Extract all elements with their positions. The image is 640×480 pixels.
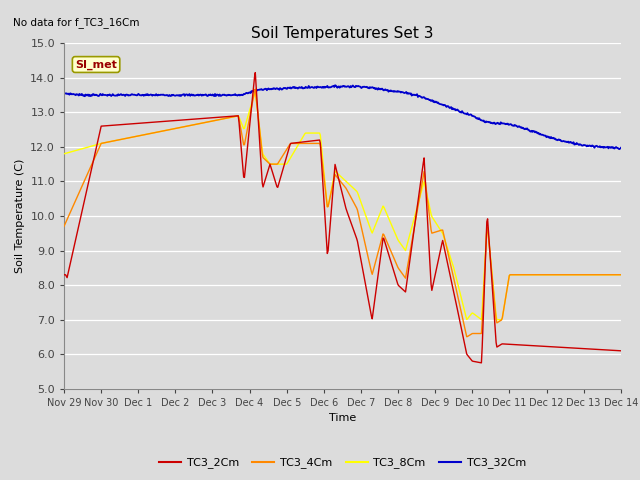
TC3_32Cm (332, 83, 339, 88)
Line: TC3_8Cm: TC3_8Cm (64, 93, 621, 320)
Text: SI_met: SI_met (75, 60, 117, 70)
TC3_4Cm (463, 334, 470, 339)
TC3_8Cm (70, 148, 78, 154)
TC3_32Cm (127, 92, 135, 97)
TC3_2Cm (617, 348, 625, 354)
Y-axis label: Soil Temperature (C): Soil Temperature (C) (15, 159, 25, 273)
TC3_8Cm (252, 90, 259, 96)
TC3_4Cm (617, 272, 625, 277)
TC3_32Cm (184, 93, 192, 98)
TC3_4Cm (60, 224, 68, 229)
Title: Soil Temperatures Set 3: Soil Temperatures Set 3 (251, 25, 434, 41)
Line: TC3_32Cm: TC3_32Cm (64, 85, 621, 149)
TC3_2Cm (252, 70, 259, 75)
TC3_8Cm (493, 317, 500, 323)
TC3_2Cm (70, 244, 78, 250)
TC3_8Cm (411, 213, 419, 219)
TC3_2Cm (60, 272, 68, 277)
TC3_32Cm (60, 90, 68, 96)
Text: No data for f_TC3_16Cm: No data for f_TC3_16Cm (13, 17, 140, 28)
TC3_4Cm (127, 134, 135, 140)
TC3_8Cm (60, 151, 68, 156)
TC3_2Cm (411, 222, 419, 228)
TC3_8Cm (184, 123, 192, 129)
TC3_8Cm (214, 117, 221, 123)
TC3_2Cm (214, 115, 221, 120)
TC3_4Cm (428, 227, 435, 233)
TC3_32Cm (428, 98, 435, 104)
TC3_8Cm (127, 134, 135, 140)
TC3_2Cm (428, 282, 435, 288)
TC3_2Cm (127, 121, 135, 127)
TC3_32Cm (411, 92, 419, 98)
TC3_4Cm (70, 201, 78, 207)
Line: TC3_2Cm: TC3_2Cm (64, 72, 621, 363)
TC3_32Cm (214, 92, 221, 97)
Line: TC3_4Cm: TC3_4Cm (64, 89, 621, 336)
TC3_32Cm (70, 92, 78, 97)
TC3_4Cm (214, 117, 221, 123)
TC3_4Cm (252, 86, 259, 92)
Legend: TC3_2Cm, TC3_4Cm, TC3_8Cm, TC3_32Cm: TC3_2Cm, TC3_4Cm, TC3_8Cm, TC3_32Cm (154, 453, 531, 473)
TC3_8Cm (428, 211, 435, 217)
TC3_4Cm (184, 123, 192, 129)
X-axis label: Time: Time (329, 413, 356, 423)
TC3_2Cm (477, 360, 485, 366)
TC3_32Cm (616, 146, 623, 152)
TC3_4Cm (411, 222, 419, 228)
TC3_32Cm (617, 145, 625, 151)
TC3_8Cm (617, 272, 625, 277)
TC3_2Cm (184, 117, 192, 122)
